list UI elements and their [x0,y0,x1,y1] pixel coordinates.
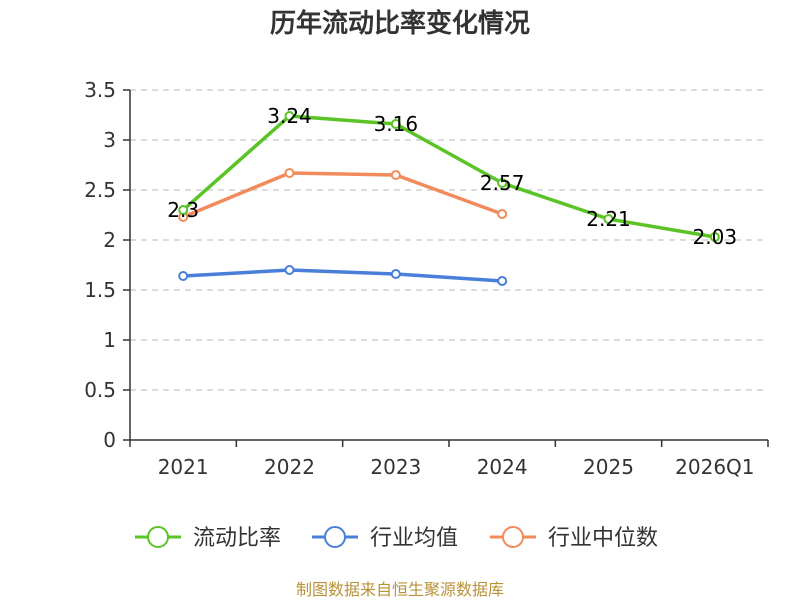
y-tick-label: 0.5 [84,378,116,402]
data-point[interactable] [390,269,401,279]
y-tick-label: 2 [103,228,116,252]
legend-marker [147,526,169,548]
data-point[interactable] [284,265,295,275]
legend-label: 行业中位数 [548,526,658,551]
data-point[interactable] [284,111,295,121]
x-tick-label: 2021 [158,455,209,479]
y-tick-label: 0 [103,428,116,452]
y-tick-label: 3 [103,128,116,152]
legend-item-2[interactable]: 行业中位数 [490,526,658,551]
legend-marker [502,526,524,548]
data-point[interactable] [497,209,508,219]
y-tick-label: 1.5 [84,278,116,302]
data-point[interactable] [178,205,189,215]
chart-title: 历年流动比率变化情况 [270,8,530,39]
data-point[interactable] [390,170,401,180]
data-point[interactable] [497,178,508,188]
y-tick-label: 2.5 [84,178,116,202]
series-line-2 [181,171,504,219]
series-line-0 [181,114,717,239]
data-point[interactable] [178,271,189,281]
series-line-1 [181,268,504,283]
legend-item-1[interactable]: 行业均值 [312,526,458,551]
data-point[interactable] [284,168,295,178]
x-tick-label: 2024 [477,455,528,479]
legend-label: 行业均值 [370,526,458,551]
legend: 流动比率 行业均值 行业中位数 [135,526,658,551]
data-point[interactable] [390,119,401,129]
legend-item-0[interactable]: 流动比率 [135,526,281,551]
source-note: 制图数据来自恒生聚源数据库 [296,580,504,599]
data-label: 2.21 [586,207,631,231]
x-tick-label: 2025 [583,455,634,479]
data-point[interactable] [603,214,614,224]
legend-marker [324,526,346,548]
y-tick-label: 1 [103,328,116,352]
y-tick-label: 3.5 [84,78,116,102]
data-point[interactable] [497,276,508,286]
x-tick-label: 2022 [264,455,315,479]
grid-lines [130,89,768,391]
series-layer [178,111,720,286]
x-tick-label: 2026Q1 [675,455,754,479]
data-point[interactable] [709,232,720,242]
x-tick-label: 2023 [370,455,421,479]
data-labels: 2.3 3.24 3.16 2.57 2.21 2.03 [167,104,737,249]
axes: 0 0.5 1 1.5 2 2.5 3 3.5 2021 2022 2023 2024 2025 2026… [84,78,769,479]
data-label: 3.24 [267,104,312,128]
data-label: 2.3 [167,198,199,222]
data-label: 2.57 [480,171,525,195]
data-label: 3.16 [374,112,419,136]
legend-label: 流动比率 [193,526,281,551]
data-label: 2.03 [693,225,738,249]
